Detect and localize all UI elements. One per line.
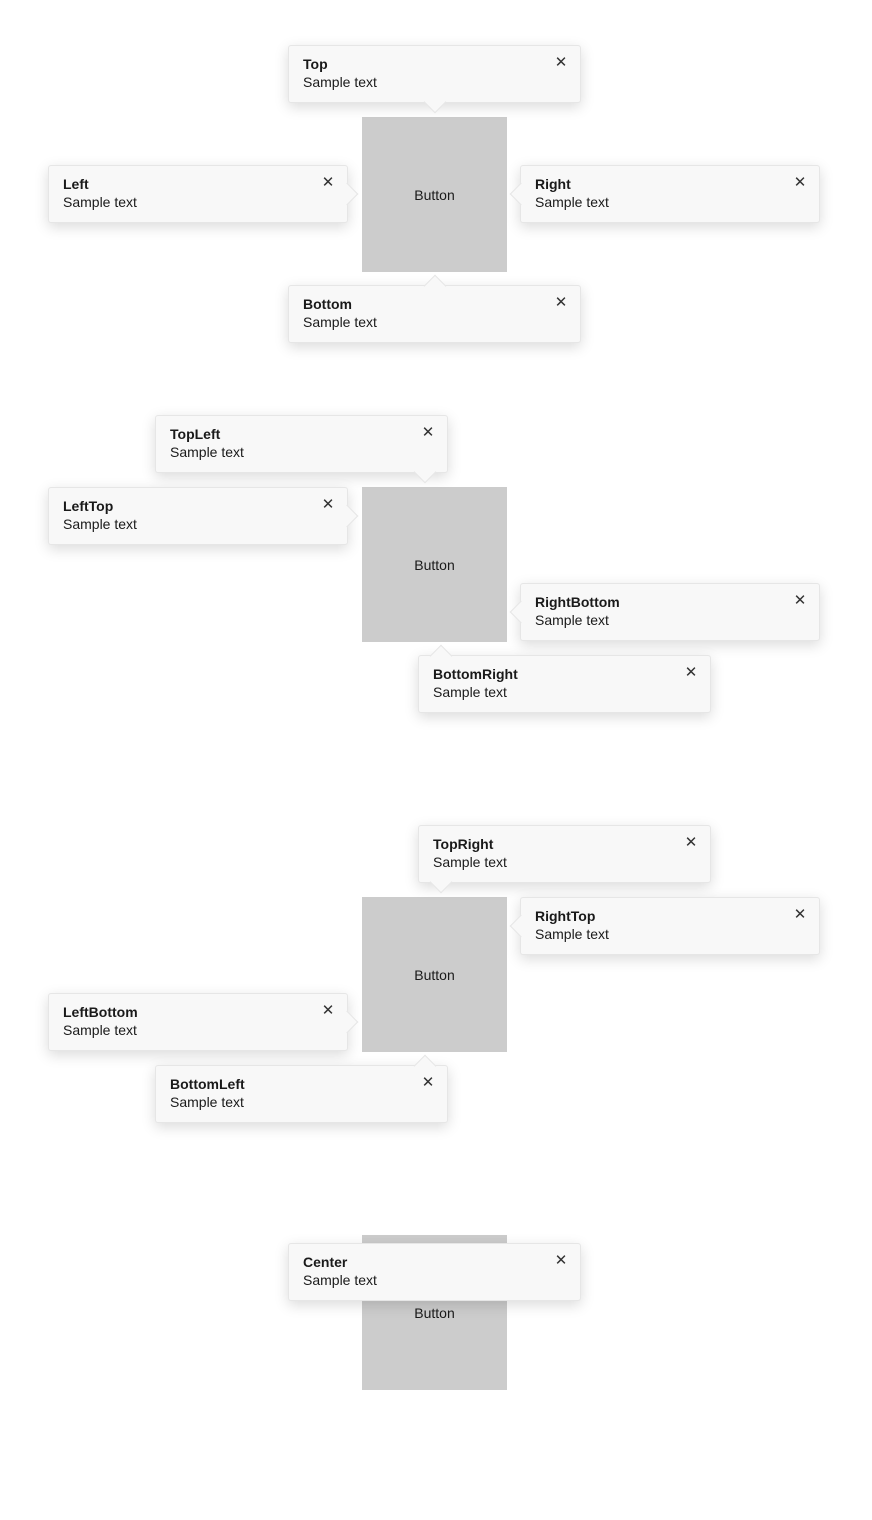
tip-beak	[336, 505, 359, 528]
tip-title: Top	[303, 56, 566, 72]
close-icon[interactable]: ✕	[682, 664, 700, 682]
tip-beak	[423, 275, 446, 298]
tip-body: Sample text	[535, 612, 805, 628]
demo-group-g1: ButtonTopSample text✕LeftSample text✕Rig…	[0, 45, 872, 345]
tip-beak	[430, 645, 453, 668]
close-icon[interactable]: ✕	[791, 906, 809, 924]
close-icon[interactable]: ✕	[552, 1252, 570, 1270]
demo-group-g3: ButtonTopRightSample text✕RightTopSample…	[0, 825, 872, 1165]
tip-title: BottomLeft	[170, 1076, 433, 1092]
target-button[interactable]: Button	[362, 117, 507, 272]
tip-title: BottomRight	[433, 666, 696, 682]
teaching-tip-bottomleft: BottomLeft Sample text ✕	[155, 1065, 448, 1123]
teaching-tip-topleft: TopLeft Sample text ✕	[155, 415, 448, 473]
tip-body: Sample text	[170, 444, 433, 460]
tip-title: Left	[63, 176, 333, 192]
teaching-tip-leftbottom: LeftBottom Sample text ✕	[48, 993, 348, 1051]
close-icon[interactable]: ✕	[791, 592, 809, 610]
tip-beak	[423, 91, 446, 114]
close-icon[interactable]: ✕	[419, 1074, 437, 1092]
tip-beak	[510, 601, 533, 624]
close-icon[interactable]: ✕	[319, 496, 337, 514]
tip-title: Right	[535, 176, 805, 192]
close-icon[interactable]: ✕	[791, 174, 809, 192]
target-button[interactable]: Button	[362, 897, 507, 1052]
target-button[interactable]: Button	[362, 487, 507, 642]
close-icon[interactable]: ✕	[419, 424, 437, 442]
tip-body: Sample text	[63, 516, 333, 532]
tip-body: Sample text	[303, 314, 566, 330]
close-icon[interactable]: ✕	[319, 1002, 337, 1020]
teaching-tip-bottom: Bottom Sample text ✕	[288, 285, 581, 343]
teaching-tip-right: Right Sample text ✕	[520, 165, 820, 223]
tip-body: Sample text	[303, 1272, 566, 1288]
tip-beak	[414, 461, 437, 484]
tip-beak	[336, 183, 359, 206]
tip-title: RightTop	[535, 908, 805, 924]
tip-beak	[510, 183, 533, 206]
target-button-label: Button	[414, 187, 454, 203]
teaching-tip-rightbottom: RightBottom Sample text ✕	[520, 583, 820, 641]
tip-title: Center	[303, 1254, 566, 1270]
tip-beak	[336, 1011, 359, 1034]
tip-body: Sample text	[303, 74, 566, 90]
demo-group-g4: Button Center Sample text ✕	[0, 1235, 872, 1405]
teaching-tip-top: Top Sample text ✕	[288, 45, 581, 103]
tip-body: Sample text	[433, 684, 696, 700]
teaching-tip-bottomright: BottomRight Sample text ✕	[418, 655, 711, 713]
target-button-label: Button	[414, 967, 454, 983]
tip-title: RightBottom	[535, 594, 805, 610]
tip-title: TopRight	[433, 836, 696, 852]
tip-title: Bottom	[303, 296, 566, 312]
tip-title: LeftBottom	[63, 1004, 333, 1020]
teaching-tip-center: Center Sample text ✕	[288, 1243, 581, 1301]
close-icon[interactable]: ✕	[552, 294, 570, 312]
tip-title: LeftTop	[63, 498, 333, 514]
tip-body: Sample text	[63, 1022, 333, 1038]
close-icon[interactable]: ✕	[319, 174, 337, 192]
teaching-tip-lefttop: LeftTop Sample text ✕	[48, 487, 348, 545]
demo-group-g2: ButtonTopLeftSample text✕LeftTopSample t…	[0, 415, 872, 755]
teaching-tip-righttop: RightTop Sample text ✕	[520, 897, 820, 955]
target-button-label: Button	[414, 557, 454, 573]
tip-title: TopLeft	[170, 426, 433, 442]
close-icon[interactable]: ✕	[682, 834, 700, 852]
close-icon[interactable]: ✕	[552, 54, 570, 72]
teaching-tip-topright: TopRight Sample text ✕	[418, 825, 711, 883]
target-button-label: Button	[414, 1305, 454, 1321]
tip-body: Sample text	[535, 926, 805, 942]
teaching-tip-left: Left Sample text ✕	[48, 165, 348, 223]
tip-body: Sample text	[63, 194, 333, 210]
tip-beak	[430, 871, 453, 894]
tip-body: Sample text	[535, 194, 805, 210]
tip-beak	[510, 915, 533, 938]
tip-body: Sample text	[433, 854, 696, 870]
tip-body: Sample text	[170, 1094, 433, 1110]
